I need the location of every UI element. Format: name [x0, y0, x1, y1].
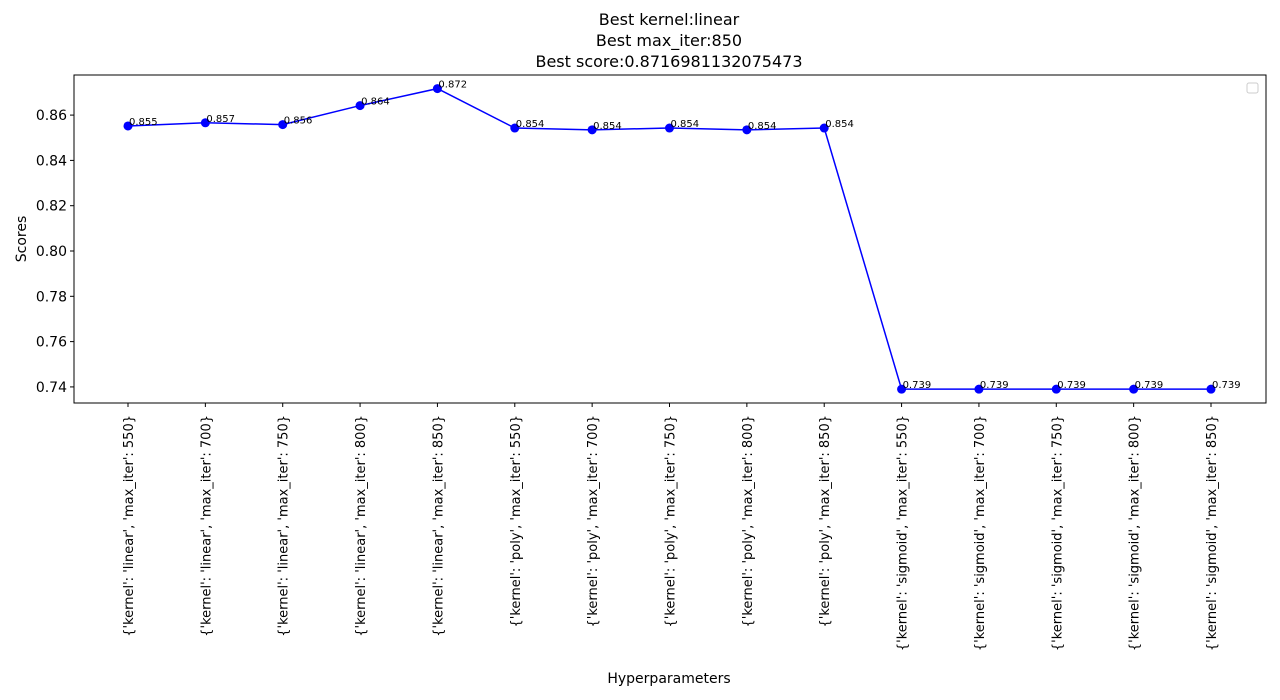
x-tick-label: {'kernel': 'poly', 'max_iter': 800}: [741, 415, 756, 628]
data-label: 0.739: [1212, 380, 1241, 391]
data-point: [665, 123, 674, 133]
data-label: 0.854: [671, 119, 700, 130]
data-point: [587, 125, 597, 135]
data-label: 0.739: [903, 380, 932, 391]
data-label: 0.855: [129, 117, 158, 128]
chart-title-line-3: Best score:0.8716981132075473: [535, 52, 802, 71]
data-point: [355, 101, 365, 111]
data-label: 0.856: [284, 116, 313, 127]
data-label: 0.854: [825, 119, 854, 130]
data-labels: 0.855 0.857 0.856 0.864 0.872 0.854 0.854 0.854…: [129, 80, 1241, 392]
data-label: 0.854: [748, 121, 777, 132]
y-tick-label: 0.86: [36, 108, 67, 124]
y-tick-label: 0.84: [36, 153, 67, 169]
data-point: [200, 118, 210, 128]
x-tick-label: {'kernel': 'sigmoid', 'max_iter': 700}: [973, 415, 988, 651]
x-tick-label: {'kernel': 'linear', 'max_iter': 550}: [122, 415, 137, 637]
y-tick-label: 0.76: [36, 335, 67, 351]
x-tick-label: {'kernel': 'poly', 'max_iter': 700}: [586, 415, 601, 628]
data-label: 0.872: [438, 80, 467, 91]
y-tick-label: 0.82: [36, 199, 67, 215]
y-axis-label: Scores: [14, 216, 30, 263]
data-point: [432, 84, 442, 94]
x-tick-label: {'kernel': 'poly', 'max_iter': 850}: [818, 415, 833, 628]
series-line: [127, 87, 1211, 390]
y-tick-label: 0.78: [36, 289, 67, 305]
data-label: 0.739: [980, 380, 1009, 391]
data-label: 0.739: [1057, 380, 1086, 391]
data-point: [123, 121, 133, 131]
y-tick-label: 0.74: [36, 380, 67, 396]
y-axis: 0.74 0.76 0.78 0.80 0.82 0.84 0.86: [36, 108, 74, 396]
chart-title-line-2: Best max_iter:850: [596, 31, 742, 51]
data-point: [510, 123, 520, 133]
data-point: [897, 384, 907, 394]
data-label: 0.857: [206, 114, 235, 125]
data-point: [1051, 384, 1061, 394]
chart-title-line-1: Best kernel:linear: [599, 10, 740, 29]
x-tick-label: {'kernel': 'poly', 'max_iter': 750}: [664, 415, 679, 628]
x-tick-label: {'kernel': 'linear', 'max_iter': 700}: [199, 415, 214, 637]
x-tick-label: {'kernel': 'sigmoid', 'max_iter': 550}: [896, 415, 911, 651]
x-tick-label: {'kernel': 'linear', 'max_iter': 750}: [277, 415, 292, 637]
data-point: [278, 120, 288, 130]
x-tick-label: {'kernel': 'sigmoid', 'max_iter': 800}: [1128, 415, 1143, 651]
legend-box: [1246, 82, 1259, 94]
data-point: [819, 123, 829, 133]
data-label: 0.854: [516, 119, 545, 130]
x-tick-label: {'kernel': 'sigmoid', 'max_iter': 750}: [1050, 415, 1065, 651]
x-tick-label: {'kernel': 'poly', 'max_iter': 550}: [509, 415, 524, 628]
x-axis: {'kernel': 'linear', 'max_iter': 550} {'k…: [122, 403, 1220, 651]
chart-title: Best kernel:linear Best max_iter:850 Bes…: [535, 10, 802, 71]
data-point: [974, 384, 984, 394]
data-label: 0.864: [361, 97, 390, 108]
data-label: 0.739: [1135, 380, 1164, 391]
y-tick-label: 0.80: [36, 244, 67, 260]
series-line-group: [123, 84, 1216, 394]
data-point: [1206, 384, 1216, 394]
x-axis-label: Hyperparameters: [607, 671, 730, 687]
data-point: [1129, 384, 1139, 394]
data-point: [742, 125, 752, 135]
x-tick-label: {'kernel': 'linear', 'max_iter': 800}: [354, 415, 369, 637]
data-label: 0.854: [593, 121, 622, 132]
x-tick-label: {'kernel': 'linear', 'max_iter': 850}: [431, 415, 446, 637]
x-tick-label: {'kernel': 'sigmoid', 'max_iter': 850}: [1205, 415, 1220, 651]
